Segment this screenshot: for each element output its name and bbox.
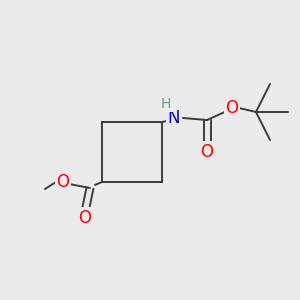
Text: H: H xyxy=(161,97,171,111)
Text: O: O xyxy=(56,173,70,191)
Text: N: N xyxy=(168,109,180,127)
Text: O: O xyxy=(226,99,238,117)
Text: O: O xyxy=(200,143,214,161)
Text: O: O xyxy=(79,209,92,227)
